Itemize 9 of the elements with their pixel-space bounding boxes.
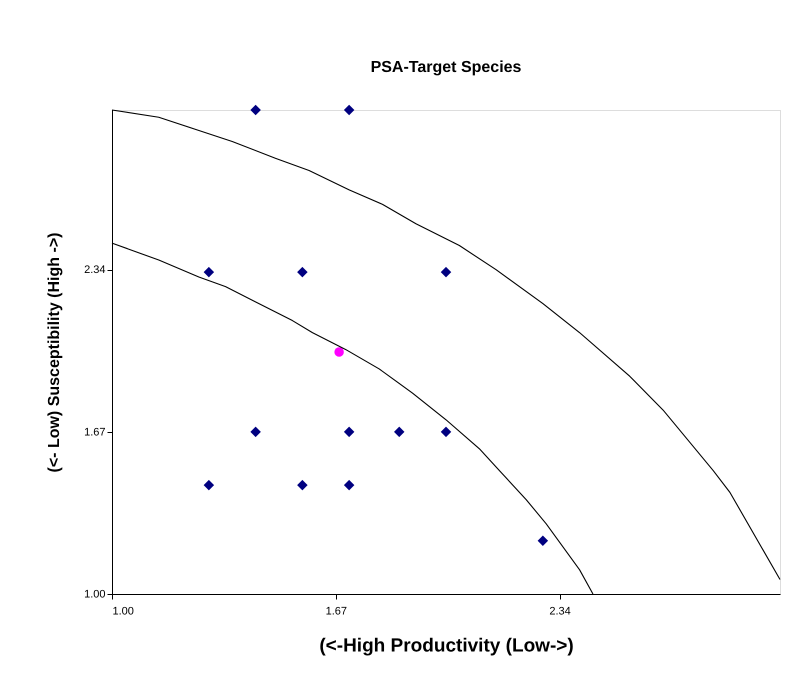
y-tick-label: 1.67 [84, 426, 106, 438]
x-axis-title: (<-High Productivity (Low->) [319, 636, 574, 656]
chart-title: PSA-Target Species [370, 58, 522, 76]
y-axis-title: (<- Low) Susceptibility (High ->) [46, 232, 64, 472]
y-tick-label: 2.34 [84, 264, 106, 276]
y-tick-label: 1.00 [84, 588, 106, 600]
x-tick-label: 2.34 [549, 606, 571, 618]
x-tick-label: 1.67 [326, 606, 347, 618]
x-tick-label: 1.00 [112, 606, 134, 618]
